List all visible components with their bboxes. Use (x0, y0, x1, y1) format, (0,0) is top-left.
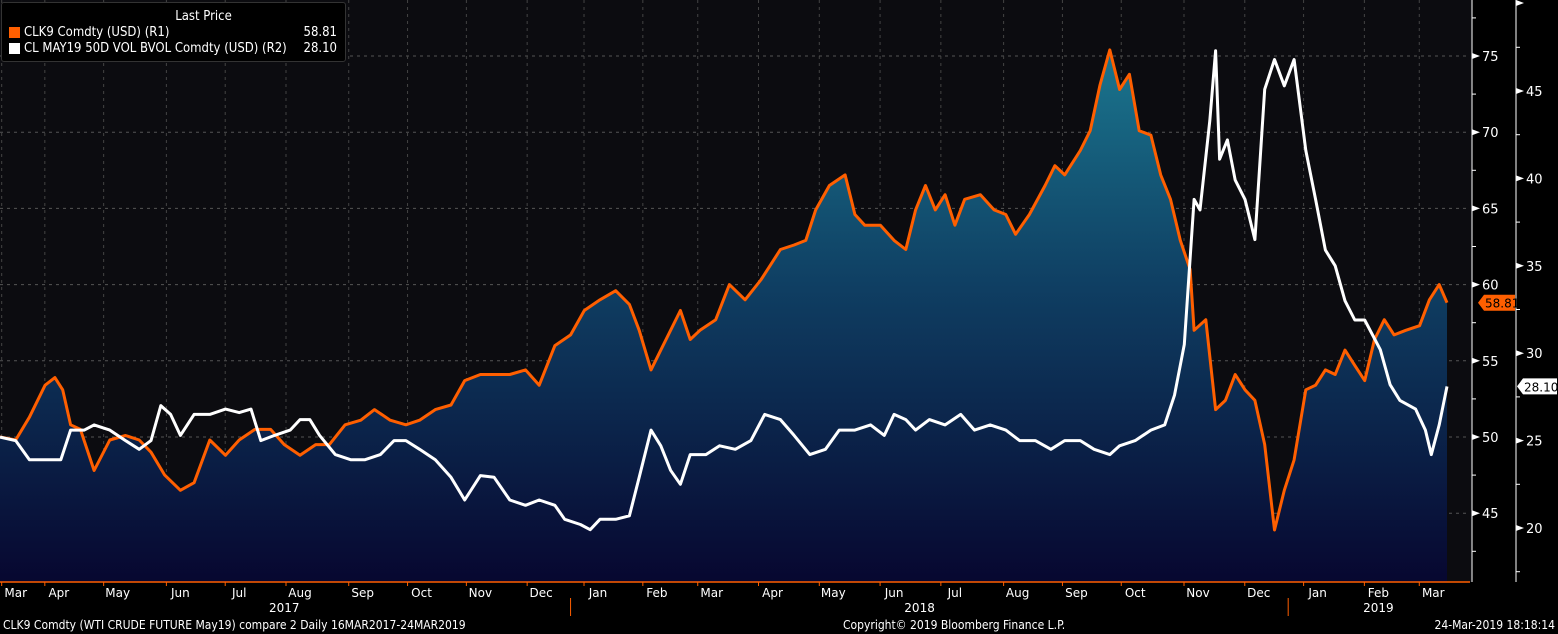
r2-tick-arrow-icon (1516, 262, 1524, 269)
r2-tick-arrow-icon (1516, 88, 1524, 94)
x-tick-label: Mar (4, 586, 27, 600)
x-tick-label: Mar (1422, 586, 1445, 600)
r1-tick-label: 50 (1482, 431, 1499, 446)
price-area-fill (0, 49, 1447, 582)
orange-swatch-icon (9, 26, 20, 38)
r1-tick-arrow-icon (1472, 281, 1480, 288)
r1-tick-label: 70 (1482, 126, 1499, 141)
price-area (0, 49, 1447, 582)
white-swatch-icon (9, 42, 20, 54)
x-tick-label: Jul (947, 586, 962, 600)
x-tick-label: Nov (1186, 586, 1209, 600)
last-price-tag (1478, 294, 1515, 311)
r1-tick-label: 65 (1482, 202, 1499, 217)
series-lines (0, 48, 1449, 532)
x-tick-label: May (105, 586, 130, 600)
x-tick-label: Aug (288, 586, 311, 600)
x-tick-label: Jan (1307, 586, 1327, 600)
r1-tick-label: 55 (1482, 355, 1499, 370)
r2-tick-arrow-icon (1516, 175, 1524, 182)
r1-tick-label: 75 (1482, 50, 1499, 65)
r1-tick-label: 45 (1482, 507, 1499, 522)
legend-series-name: CL MAY19 50D VOL BVOL Comdty (USD) (R2) (24, 40, 287, 56)
r2-tick-arrow-icon (1516, 350, 1524, 357)
legend-series-value: 28.10 (303, 40, 337, 56)
legend-series-name: CLK9 Comdty (USD) (R1) (24, 24, 170, 40)
legend-item-vol: CL MAY19 50D VOL BVOL Comdty (USD) (R2) … (2, 40, 345, 56)
x-tick-label: Jan (588, 586, 608, 600)
timestamp: 24-Mar-2019 18:18:14 (1434, 618, 1555, 632)
x-year-label: 2018 (904, 601, 935, 615)
legend-title: Last Price (175, 9, 232, 24)
legend-item-clk9: CLK9 Comdty (USD) (R1) 58.81 (2, 24, 345, 40)
r2-tick-label: 40 (1526, 172, 1543, 187)
last-vol-tag-label: 28.10 (1524, 380, 1558, 394)
x-tick-label: Jul (231, 586, 246, 600)
x-tick-label: May (821, 586, 846, 600)
r2-tick-label: 35 (1526, 260, 1543, 275)
x-tick-label: Apr (762, 586, 783, 600)
axes: Mar Apr May Jun Jul Aug Sep Oct Nov Dec Jan Feb Mar A… (0, 0, 1558, 616)
x-tick-label: Mar (700, 586, 723, 600)
x-tick-label: Oct (411, 586, 432, 600)
r2-tick-label: 25 (1526, 435, 1543, 450)
legend-series-value: 58.81 (303, 24, 337, 40)
x-tick-label: Apr (48, 586, 69, 600)
r2-tick-label: 20 (1526, 522, 1543, 537)
r2-top-arrow-icon (1516, 0, 1524, 6)
last-vol-tag (1517, 378, 1557, 395)
r1-tick-arrow-icon (1472, 53, 1480, 59)
r1-tick-label: 60 (1482, 279, 1499, 294)
r2-tick-arrow-icon (1516, 437, 1524, 444)
volatility-line (0, 49, 1449, 532)
r1-tick-arrow-icon (1472, 129, 1480, 136)
copyright: Copyright© 2019 Bloomberg Finance L.P. (843, 618, 1066, 632)
x-tick-label: Jun (170, 586, 190, 600)
x-year-label: 2019 (1363, 601, 1394, 615)
x-tick-label: Dec (530, 586, 553, 600)
x-tick-label: Jun (884, 586, 904, 600)
x-year-label: 2017 (269, 601, 300, 615)
x-tick-label: Sep (351, 586, 374, 600)
r2-tick-label: 30 (1526, 347, 1543, 362)
legend: Last Price CLK9 Comdty (USD) (R1) 58.81 … (1, 2, 346, 62)
r1-tick-arrow-icon (1472, 434, 1480, 440)
x-tick-label: Feb (646, 586, 667, 600)
x-tick-label: Nov (469, 586, 492, 600)
x-tick-label: Sep (1065, 586, 1088, 600)
x-tick-label: Oct (1125, 586, 1146, 600)
clk9-price-line (0, 48, 1449, 532)
r1-tick-arrow-icon (1472, 357, 1480, 364)
x-tick-label: Feb (1368, 586, 1389, 600)
x-tick-label: Aug (1006, 586, 1029, 600)
x-tick-label: Dec (1247, 586, 1270, 600)
r2-tick-label: 45 (1526, 85, 1543, 100)
r2-tick-arrow-icon (1516, 525, 1524, 531)
chart-description: CLK9 Comdty (WTI CRUDE FUTURE May19) com… (3, 618, 466, 632)
last-price-tag-label: 58.81 (1485, 297, 1519, 311)
r1-tick-arrow-icon (1472, 510, 1480, 517)
r1-tick-arrow-icon (1472, 205, 1480, 212)
